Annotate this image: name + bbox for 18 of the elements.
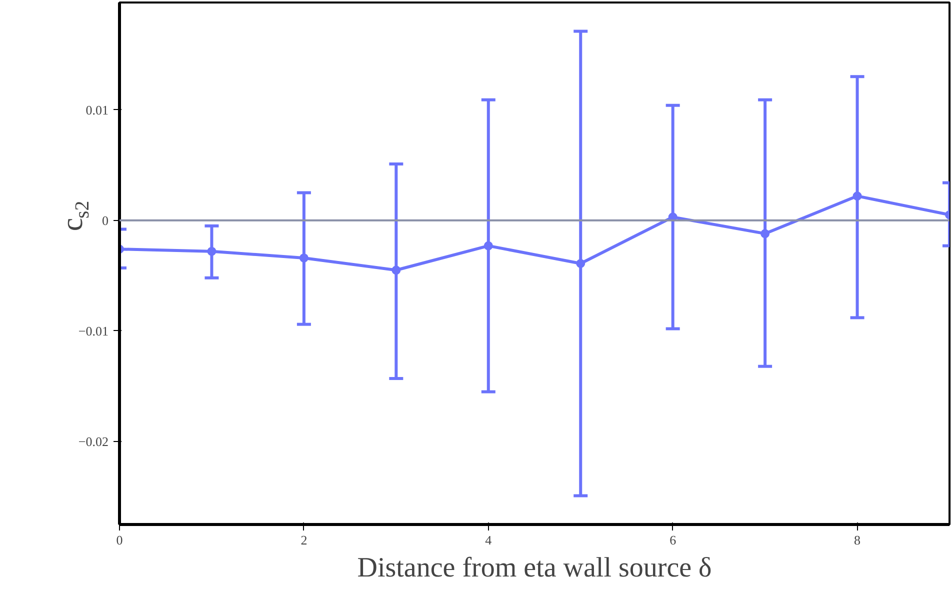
point	[392, 266, 401, 275]
point	[207, 246, 216, 256]
point	[484, 241, 493, 250]
x-tick-label: 2	[300, 532, 308, 548]
x-tick-label: 8	[854, 532, 861, 548]
x-tick-label: 4	[485, 532, 492, 548]
y-tick-label: 0	[102, 212, 108, 228]
y-axis-title: cs2	[56, 200, 94, 232]
point	[852, 192, 862, 201]
x-tick-label: 0	[116, 532, 123, 548]
x-axis-title: Distance from eta wall source δ	[357, 552, 712, 584]
point	[299, 253, 308, 262]
point	[576, 259, 586, 268]
y-tick-label: −0.01	[78, 323, 109, 338]
y-tick-label: 0.01	[86, 102, 108, 118]
x-tick-label: 6	[670, 532, 677, 548]
point	[760, 229, 770, 238]
y-tick-label: −0.02	[78, 434, 109, 450]
